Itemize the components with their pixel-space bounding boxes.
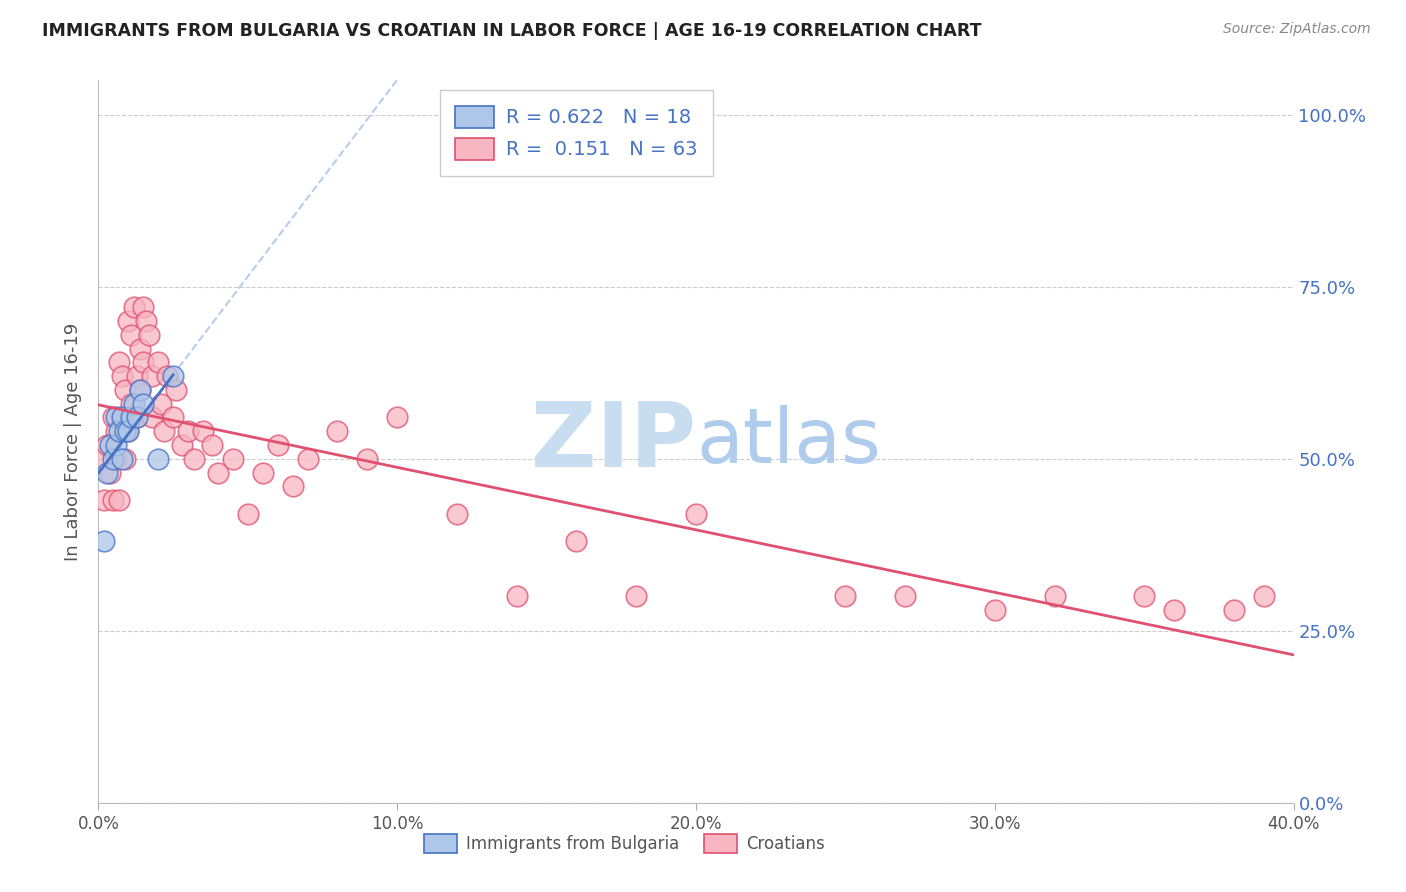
Point [129,342,152,356]
Point [252,466,274,480]
Point [162,410,184,425]
Point [105,410,128,425]
Point [162,369,184,384]
Point [105,438,128,452]
Point [281,479,304,493]
Point [834,590,856,604]
Point [103,493,125,508]
Point [117,424,139,438]
Point [156,369,179,384]
Point [297,451,319,466]
Point [135,314,157,328]
Point [93,534,115,549]
Point [93,493,115,508]
Point [129,383,152,397]
Point [153,424,176,438]
Point [96,438,118,452]
Point [132,301,155,315]
Text: Source: ZipAtlas.com: Source: ZipAtlas.com [1223,22,1371,37]
Point [326,424,349,438]
Point [236,507,259,521]
Point [356,451,378,466]
Point [108,493,131,508]
Point [127,369,149,384]
Point [177,424,200,438]
Point [138,327,160,342]
Point [108,355,131,369]
Point [132,355,155,369]
Point [127,410,149,425]
Point [120,327,142,342]
Text: IMMIGRANTS FROM BULGARIA VS CROATIAN IN LABOR FORCE | AGE 16-19 CORRELATION CHAR: IMMIGRANTS FROM BULGARIA VS CROATIAN IN … [42,22,981,40]
Point [506,590,529,604]
Text: atlas: atlas [696,405,880,478]
Legend: Immigrants from Bulgaria, Croatians: Immigrants from Bulgaria, Croatians [418,827,831,860]
Point [108,424,131,438]
Point [222,451,245,466]
Point [124,397,146,411]
Point [120,397,142,411]
Point [103,410,125,425]
Point [111,410,134,425]
Point [127,410,149,425]
Point [894,590,917,604]
Point [267,438,290,452]
Point [183,451,205,466]
Point [1043,590,1066,604]
Point [111,410,134,425]
Point [565,534,588,549]
Point [90,451,112,466]
Point [150,397,173,411]
Point [114,424,136,438]
Point [105,424,128,438]
Point [111,369,134,384]
Point [103,451,125,466]
Point [129,383,152,397]
Point [1163,603,1185,617]
Point [117,424,139,438]
Point [191,424,214,438]
Point [117,314,139,328]
Point [114,383,136,397]
Point [98,438,122,452]
Point [105,451,128,466]
Point [446,507,468,521]
Point [96,466,118,480]
Point [141,369,163,384]
Point [1253,590,1275,604]
Y-axis label: In Labor Force | Age 16-19: In Labor Force | Age 16-19 [65,322,83,561]
Point [626,590,648,604]
Point [148,355,170,369]
Text: ZIP: ZIP [531,398,696,485]
Point [385,410,409,425]
Point [132,397,155,411]
Point [1223,603,1246,617]
Point [124,301,146,315]
Point [165,383,187,397]
Point [114,451,136,466]
Point [207,466,229,480]
Point [148,451,170,466]
Point [141,410,163,425]
Point [98,466,122,480]
Point [984,603,1007,617]
Point [685,507,707,521]
Point [201,438,224,452]
Point [1133,590,1156,604]
Point [172,438,194,452]
Point [120,410,142,425]
Point [111,451,134,466]
